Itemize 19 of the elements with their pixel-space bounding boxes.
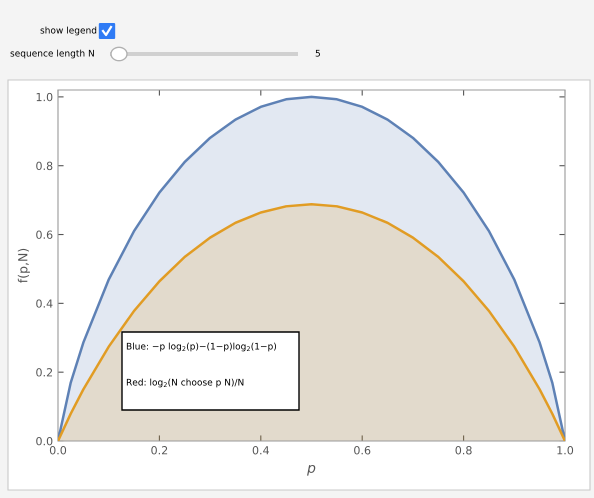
- y-tick-label: 0.4: [36, 299, 53, 308]
- y-axis-title: f(p,N): [18, 248, 30, 283]
- annotation: Blue: −p log$_{2}$(p)−(1−p)log$_{2}$(1−p): [126, 342, 276, 352]
- x-tick-label: 1.0: [557, 446, 574, 454]
- text: sequence length N: [10, 50, 94, 58]
- x-tick-label: 0.6: [354, 446, 370, 454]
- y-tick-label: 0.0: [36, 436, 52, 446]
- text: show legend: [40, 26, 96, 36]
- annotation: Red: log$_{2}$(N choose p N)/N: [126, 378, 244, 388]
- x-tick-label: 0.4: [252, 446, 270, 454]
- x-tick-label: 0.2: [151, 446, 168, 454]
- x-tick-label: 0.0: [50, 446, 66, 454]
- x-axis-title: p: [307, 464, 316, 476]
- y-tick-label: 0.2: [36, 368, 52, 377]
- x-tick-label: 0.8: [456, 446, 472, 454]
- text: 5: [316, 50, 320, 57]
- y-tick-label: 0.8: [36, 162, 52, 170]
- y-tick-label: 0.6: [36, 230, 52, 239]
- y-tick-label: 1.0: [36, 92, 52, 102]
